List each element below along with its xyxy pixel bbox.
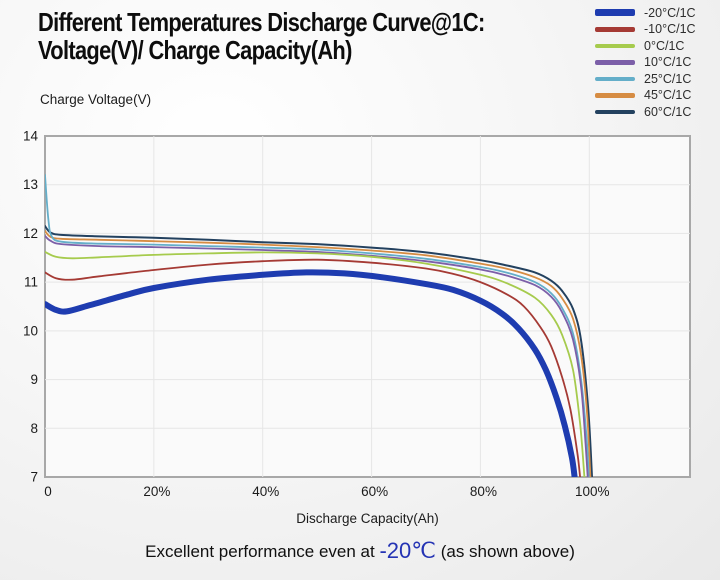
legend-swatch	[595, 109, 635, 114]
legend-swatch	[595, 76, 635, 81]
legend-swatch	[595, 60, 635, 65]
y-tick-label: 12	[23, 226, 38, 241]
legend-item: 25°C/1C	[595, 71, 696, 86]
x-tick-label: 40%	[252, 484, 279, 499]
legend-swatch	[595, 27, 635, 32]
legend-label: 25°C/1C	[644, 71, 692, 86]
y-axis-title: Charge Voltage(V)	[40, 92, 152, 107]
x-axis-title: Discharge Capacity(Ah)	[296, 511, 439, 526]
curve-25c1c	[45, 174, 590, 477]
plot-area	[44, 135, 691, 478]
legend-item: 0°C/1C	[595, 38, 696, 53]
curves-layer	[45, 174, 593, 477]
legend-label: 60°C/1C	[644, 104, 692, 119]
x-tick-label: 0	[44, 484, 52, 499]
legend-item: 45°C/1C	[595, 88, 696, 103]
curve-0c1c	[45, 251, 586, 477]
y-tick-label: 7	[30, 470, 38, 485]
x-tick-label: 60%	[361, 484, 388, 499]
y-tick-label: 14	[23, 129, 39, 144]
x-tick-label: 80%	[470, 484, 497, 499]
curve-45c1c	[45, 230, 592, 477]
y-tick-label: 11	[24, 275, 38, 290]
legend-label: -10°C/1C	[644, 22, 696, 37]
legend-label: 0°C/1C	[644, 38, 685, 53]
footer-text-prefix: Excellent performance even at	[145, 542, 380, 561]
legend-item: -20°C/1C	[595, 5, 696, 20]
chart-title: Different Temperatures Discharge Curve@1…	[38, 8, 485, 64]
curve-60c1c	[45, 225, 593, 477]
y-tick-label: 8	[30, 421, 38, 436]
footer-text-suffix: (as shown above)	[435, 542, 575, 561]
chart-title-line1: Different Temperatures Discharge Curve@1…	[38, 7, 485, 37]
legend-swatch	[595, 9, 635, 17]
legend-item: -10°C/1C	[595, 22, 696, 37]
footer-highlight-temperature: -20℃	[379, 538, 436, 563]
legend-swatch	[595, 43, 635, 48]
chart-title-line2: Voltage(V)/ Charge Capacity(Ah)	[38, 35, 352, 65]
x-tick-label: 20%	[143, 484, 170, 499]
legend-label: -20°C/1C	[644, 5, 696, 20]
legend: -20°C/1C -10°C/1C 0°C/1C 10°C/1C 25°C/1C 45°C…	[595, 5, 696, 119]
curve--10c1c	[45, 258, 581, 477]
curve--20c1c	[45, 269, 578, 477]
y-tick-label: 13	[23, 177, 38, 192]
y-tick-label: 10	[23, 323, 38, 338]
legend-label: 10°C/1C	[644, 55, 692, 70]
x-tick-label: 100%	[575, 484, 610, 499]
y-tick-label: 9	[30, 372, 38, 387]
legend-swatch	[595, 93, 635, 98]
legend-item: 10°C/1C	[595, 55, 696, 70]
legend-item: 60°C/1C	[595, 104, 696, 119]
footer-note: Excellent performance even at -20℃ (as s…	[0, 538, 720, 564]
legend-label: 45°C/1C	[644, 88, 692, 103]
curve-10c1c	[45, 235, 589, 477]
